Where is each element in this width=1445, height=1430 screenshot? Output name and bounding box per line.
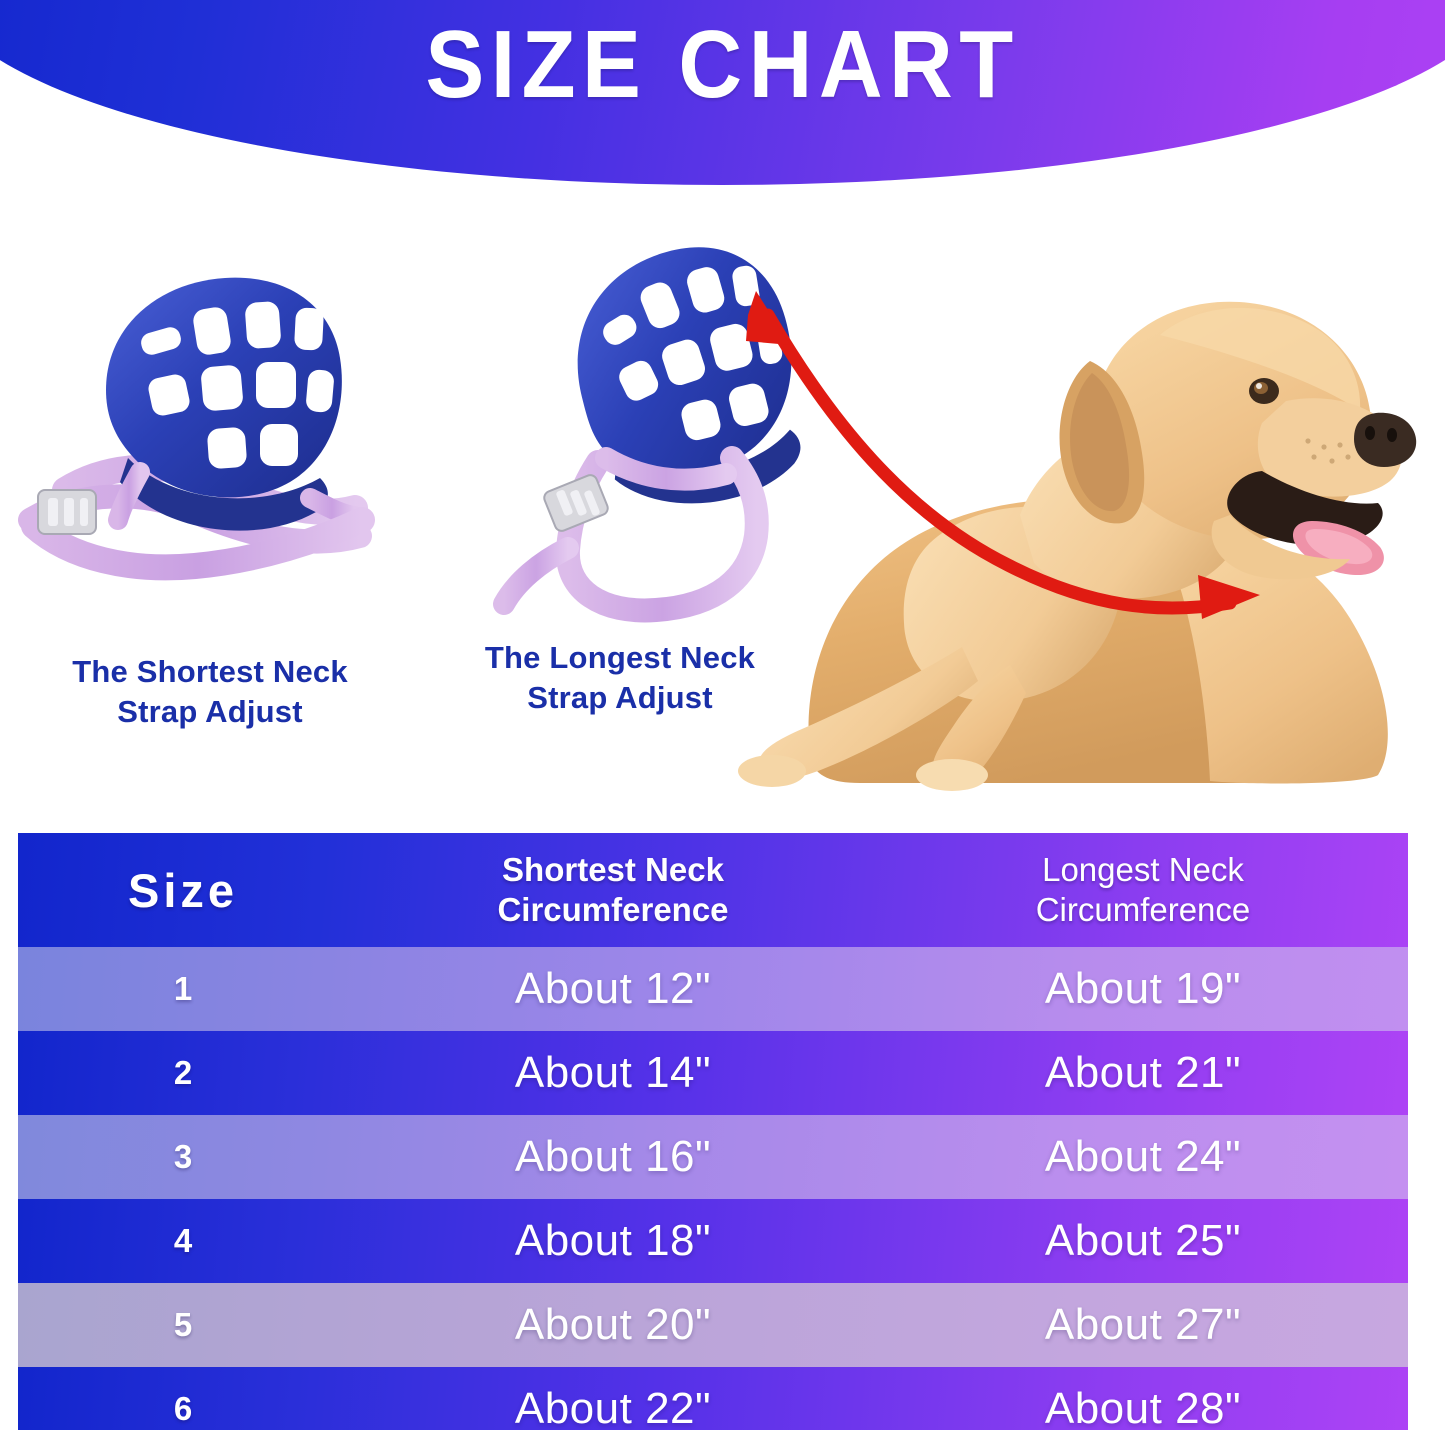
muzzle-shortest-icon — [18, 277, 375, 581]
table-row: 5 About 20" About 27" — [18, 1283, 1408, 1367]
muzzle-shortest-photo — [10, 190, 410, 640]
cell-size: 6 — [173, 1390, 193, 1427]
strap-buckle-icon — [543, 474, 609, 532]
product-shortest-strap: The Shortest Neck Strap Adjust — [10, 190, 410, 729]
table-header-row: Size Shortest Neck Circumference Longest… — [18, 833, 1408, 947]
cell-size: 4 — [173, 1222, 193, 1259]
cell-longest: About 28" — [1044, 1384, 1242, 1430]
table-row: 6 About 22" About 28" — [18, 1367, 1408, 1430]
cell-size: 2 — [173, 1054, 193, 1091]
table-row: 3 About 16" About 24" — [18, 1115, 1408, 1199]
cell-longest: About 27" — [1044, 1300, 1242, 1349]
table-row: 4 About 18" About 25" — [18, 1199, 1408, 1283]
caption-shortest: The Shortest Neck Strap Adjust — [10, 652, 410, 731]
cell-size: 1 — [173, 970, 193, 1007]
table-row: 1 About 12" About 19" — [18, 947, 1408, 1031]
column-header-longest-line1: Longest Neck — [1042, 850, 1244, 888]
cell-shortest: About 12" — [514, 964, 712, 1013]
cell-shortest: About 22" — [514, 1384, 712, 1430]
caption-shortest-line1: The Shortest Neck — [72, 654, 348, 689]
column-header-longest-line2: Circumference — [1035, 891, 1251, 928]
cell-shortest: About 18" — [514, 1216, 712, 1265]
caption-shortest-line2: Strap Adjust — [117, 693, 303, 729]
cell-longest: About 24" — [1044, 1132, 1242, 1181]
caption-longest-line1: The Longest Neck — [484, 640, 756, 675]
muzzle-longest-icon — [493, 247, 801, 623]
header-banner: SIZE CHART — [0, 0, 1445, 185]
cell-size: 3 — [173, 1138, 193, 1175]
column-header-shortest: Shortest Neck Circumference — [348, 850, 878, 931]
cell-longest: About 25" — [1044, 1216, 1242, 1265]
cell-shortest: About 20" — [514, 1300, 712, 1349]
column-header-longest: Longest Neck Circumference — [878, 850, 1408, 931]
cell-shortest: About 14" — [514, 1048, 712, 1097]
product-photos-row: The Shortest Neck Strap Adjust — [0, 190, 1445, 810]
dog-illustration — [738, 291, 1417, 791]
cell-size: 5 — [173, 1306, 193, 1343]
cell-shortest: About 16" — [514, 1132, 712, 1181]
muzzle-longest-photo — [420, 190, 820, 640]
cell-longest: About 19" — [1044, 964, 1242, 1013]
dog-photo — [690, 195, 1445, 810]
table-row: 2 About 14" About 21" — [18, 1031, 1408, 1115]
column-header-shortest-line2: Circumference — [497, 891, 729, 928]
column-header-shortest-line1: Shortest Neck — [502, 850, 724, 888]
caption-longest-line2: Strap Adjust — [527, 679, 713, 715]
cell-longest: About 21" — [1044, 1048, 1242, 1097]
strap-buckle-icon — [37, 489, 97, 535]
column-header-size: Size — [127, 863, 239, 917]
caption-longest: The Longest Neck Strap Adjust — [420, 638, 820, 717]
page-title: SIZE CHART — [425, 11, 1020, 118]
neck-measure-arrow-icon — [746, 291, 1260, 619]
product-longest-strap: The Longest Neck Strap Adjust — [420, 190, 820, 715]
size-chart-table: Size Shortest Neck Circumference Longest… — [18, 833, 1408, 1430]
